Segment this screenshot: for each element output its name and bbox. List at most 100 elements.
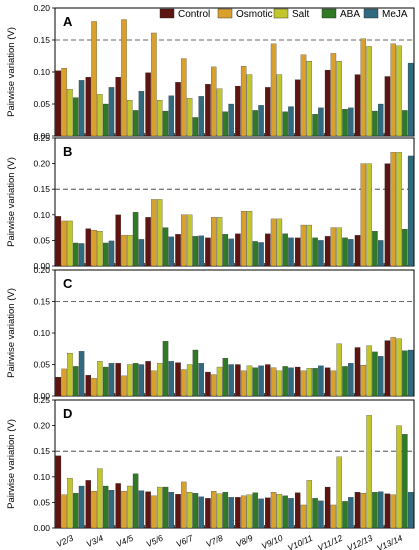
bar-meja-v13-14 bbox=[407, 62, 414, 137]
bar-salt-v8-9 bbox=[246, 494, 253, 529]
bar-control-v3-4 bbox=[85, 228, 92, 267]
x-tick-label: V13/14 bbox=[375, 533, 404, 550]
bar-osmotic-v7-8 bbox=[211, 374, 217, 397]
bar-control-v7-8 bbox=[205, 84, 211, 137]
bar-meja-v2-3 bbox=[78, 243, 85, 267]
y-tick-label: 0.20 bbox=[33, 421, 50, 431]
bar-aba-v3-4 bbox=[102, 485, 109, 529]
bar-control-v9-10 bbox=[265, 87, 271, 137]
bar-control-v5-6 bbox=[145, 361, 151, 397]
bar-salt-v7-8 bbox=[216, 88, 223, 137]
bar-meja-v10-11 bbox=[318, 240, 324, 267]
bar-meja-v12-13 bbox=[378, 356, 384, 397]
bar-meja-v13-14 bbox=[407, 492, 414, 529]
bar-meja-v2-3 bbox=[78, 485, 85, 529]
bar-meja-v3-4 bbox=[108, 87, 115, 137]
bar-osmotic-v9-10 bbox=[270, 492, 277, 529]
bar-meja-v11-12 bbox=[348, 363, 354, 397]
bar-meja-v12-13 bbox=[378, 240, 384, 267]
bar-meja-v5-6 bbox=[168, 492, 175, 529]
bar-control-v6-7 bbox=[175, 82, 181, 137]
bar-aba-v2-3 bbox=[73, 97, 79, 137]
panels-layer: 0.00 0.05 0.10 0.15 0.20 A 0.00 0.05 0.10 0.15 0.2… bbox=[33, 3, 415, 550]
bar-aba-v11-12 bbox=[342, 108, 348, 137]
bar-aba-v11-12 bbox=[342, 237, 348, 267]
x-tick-label: V5/6 bbox=[144, 533, 164, 550]
bar-control-v3-4 bbox=[85, 375, 92, 397]
bar-aba-v8-9 bbox=[252, 492, 258, 529]
legend-label-osmotic: Osmotic bbox=[236, 9, 273, 20]
bar-control-v13-14 bbox=[384, 76, 391, 137]
bar-salt-v12-13 bbox=[366, 46, 372, 137]
bar-salt-v11-12 bbox=[336, 343, 342, 397]
bar-aba-v9-10 bbox=[282, 111, 288, 137]
bar-control-v11-12 bbox=[324, 367, 331, 397]
bar-meja-v8-9 bbox=[258, 242, 264, 267]
bar-osmotic-v8-9 bbox=[240, 495, 247, 529]
y-axis-label-a: Pairwise variation (V) bbox=[6, 27, 17, 117]
y-tick-label: 0.10 bbox=[33, 472, 50, 482]
bar-aba-v2-3 bbox=[73, 493, 79, 529]
bar-control-v2-3 bbox=[55, 455, 62, 529]
x-tick-label: V12/13 bbox=[345, 533, 374, 550]
bar-osmotic-v8-9 bbox=[240, 211, 247, 267]
bar-control-v12-13 bbox=[354, 347, 361, 397]
y-tick-label: 0.05 bbox=[33, 235, 50, 245]
bar-osmotic-v10-11 bbox=[300, 504, 307, 529]
bar-aba-v8-9 bbox=[252, 367, 258, 397]
bar-meja-v6-7 bbox=[198, 96, 204, 137]
bar-meja-v8-9 bbox=[258, 105, 264, 137]
bar-osmotic-v6-7 bbox=[181, 369, 187, 397]
bar-salt-v13-14 bbox=[396, 152, 402, 267]
bar-salt-v8-9 bbox=[246, 74, 253, 137]
bar-control-v10-11 bbox=[294, 237, 301, 267]
bar-salt-v8-9 bbox=[246, 211, 253, 267]
bar-aba-v6-7 bbox=[192, 493, 199, 529]
panel-b: 0.00 0.05 0.10 0.15 0.20 0.25 B bbox=[33, 133, 415, 271]
bar-meja-v9-10 bbox=[288, 106, 294, 137]
bar-salt-v11-12 bbox=[336, 456, 342, 529]
bar-salt-v4-5 bbox=[127, 485, 133, 529]
bar-meja-v12-13 bbox=[378, 103, 384, 137]
bar-aba-v11-12 bbox=[342, 366, 348, 397]
bar-meja-v10-11 bbox=[318, 107, 324, 137]
bar-meja-v6-7 bbox=[198, 235, 204, 267]
bar-control-v7-8 bbox=[205, 498, 211, 529]
bar-salt-v11-12 bbox=[336, 60, 342, 137]
bar-aba-v2-3 bbox=[73, 366, 79, 397]
y-tick-label: 0.20 bbox=[33, 265, 50, 275]
bar-aba-v4-5 bbox=[132, 110, 139, 137]
bar-osmotic-v6-7 bbox=[181, 58, 187, 137]
bar-aba-v2-3 bbox=[73, 242, 79, 267]
bar-salt-v10-11 bbox=[306, 60, 313, 137]
bar-salt-v9-10 bbox=[276, 74, 283, 137]
bar-aba-v8-9 bbox=[252, 241, 258, 267]
bar-salt-v9-10 bbox=[276, 494, 283, 529]
x-tick-label: V11/12 bbox=[316, 533, 344, 550]
bar-osmotic-v8-9 bbox=[240, 66, 247, 137]
bar-osmotic-v3-4 bbox=[91, 378, 97, 397]
bar-aba-v12-13 bbox=[372, 110, 378, 137]
bar-control-v5-6 bbox=[145, 72, 151, 137]
bar-meja-v5-6 bbox=[168, 95, 175, 137]
x-tick-label: V9/10 bbox=[260, 533, 285, 550]
bar-osmotic-v13-14 bbox=[390, 43, 396, 137]
legend-label-salt: Salt bbox=[292, 9, 309, 20]
y-tick-label: 0.05 bbox=[33, 99, 50, 109]
bar-control-v6-7 bbox=[175, 362, 181, 397]
bar-salt-v2-3 bbox=[67, 89, 73, 137]
bar-osmotic-v10-11 bbox=[300, 54, 307, 137]
bar-osmotic-v9-10 bbox=[270, 43, 277, 137]
bar-meja-v7-8 bbox=[228, 238, 234, 267]
y-tick-label: 0.15 bbox=[33, 35, 50, 45]
bar-osmotic-v5-6 bbox=[151, 199, 157, 267]
bar-salt-v7-8 bbox=[216, 366, 223, 397]
bar-control-v4-5 bbox=[115, 76, 121, 137]
bar-control-v5-6 bbox=[145, 491, 151, 529]
bar-control-v10-11 bbox=[294, 492, 301, 529]
y-tick-label: 0.25 bbox=[33, 133, 50, 143]
bar-meja-v2-3 bbox=[78, 80, 85, 137]
bar-meja-v7-8 bbox=[228, 497, 234, 529]
bar-osmotic-v4-5 bbox=[121, 491, 127, 529]
panel-c: 0.00 0.05 0.10 0.15 0.20 C bbox=[33, 265, 415, 401]
